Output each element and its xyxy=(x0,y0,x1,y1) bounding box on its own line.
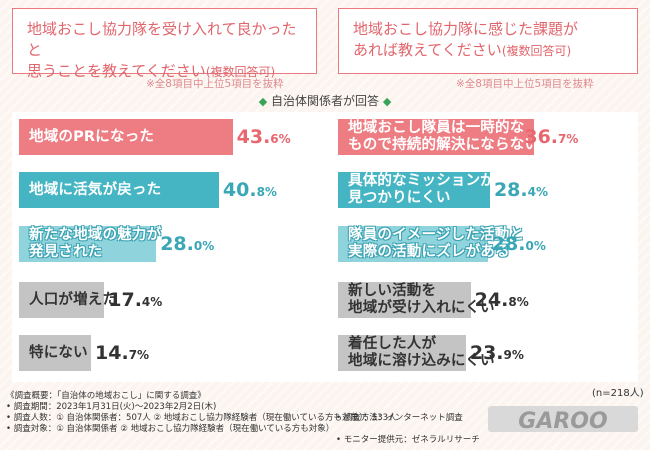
chart1-label-4: 人口が増えた xyxy=(29,291,118,308)
chart2-value-2: 28.4% xyxy=(493,179,548,201)
chart2-bar-5 xyxy=(338,335,466,371)
survey-method: • 調査方法：インターネット調査 xyxy=(336,413,463,423)
left-question-box: 地域おこし協力隊を受け入れて良かったと 思うことを教えてください(複数回答可) xyxy=(12,8,317,80)
survey-period: • 調査期間：2023年1月31日(火)〜2023年2月2日(木) xyxy=(6,402,217,412)
garoo-logo: GAROO xyxy=(488,406,638,434)
chart2-value-1: 36.7% xyxy=(524,126,579,148)
chart2-bar-1 xyxy=(338,119,535,155)
left-note: ※全8項目中上位5項目を抜粋 xyxy=(146,78,284,90)
logo-backdrop xyxy=(488,406,638,432)
sample-size-note: (n=218人) xyxy=(592,388,644,399)
right-question-sub: (複数回答可) xyxy=(501,44,572,58)
survey-target: • 調査対象：① 自治体関係者 ② 地域おこし協力隊経験者（現在働いている方も対… xyxy=(6,424,335,434)
diamond-icon-left: ◆ xyxy=(258,95,268,108)
right-question-box: 地域おこし協力隊に感じた課題が あれば教えてください(複数回答可) xyxy=(338,8,638,74)
chart1-value-4: 17.4% xyxy=(108,289,163,311)
chart2-bar-4 xyxy=(338,282,471,318)
logo-text: GAROO xyxy=(518,409,607,434)
chart2-value-3: 28.0% xyxy=(491,233,546,255)
left-question-sub: (複数回答可) xyxy=(205,65,276,79)
chart2-label-5: 着任した人が 地域に溶け込みにくい xyxy=(348,336,495,369)
left-question-text: 思うことを教えてください xyxy=(27,62,206,80)
respondent-text: 自治体関係者が回答 xyxy=(270,94,379,108)
chart2-label-4: 新しい活動を 地域が受け入れにくい xyxy=(348,283,495,316)
chart1-label-3: 新たな地域の魅力が 発見された xyxy=(29,227,162,260)
right-question-text: あれば教えてください xyxy=(353,41,502,59)
chart2-label-2: 具体的なミッションが 見つかりにくい xyxy=(348,173,495,206)
chart1-bar-2 xyxy=(19,172,219,208)
chart1-label-5: 特にない xyxy=(29,344,88,361)
chart1-value-1: 43.6% xyxy=(236,126,291,148)
chart2-bar-2 xyxy=(338,172,490,208)
chart1-value-2: 40.8% xyxy=(222,179,277,201)
left-question-line1: 地域おこし協力隊を受け入れて良かったと xyxy=(27,20,297,59)
chart2-value-4: 24.8% xyxy=(474,289,529,311)
left-question-line2: 思うことを教えてください(複数回答可) xyxy=(27,61,304,83)
chart1-bar-4 xyxy=(19,282,105,318)
chart1-bar-1 xyxy=(19,119,233,155)
diamond-icon-right: ◆ xyxy=(382,95,392,108)
chart1-value-5: 14.7% xyxy=(95,342,150,364)
respondent-caption: ◆ 自治体関係者が回答 ◆ xyxy=(0,92,650,109)
survey-heading: 《調査概要：「自治体の地域おこし」に関する調査》 xyxy=(6,391,206,401)
chart1-bar-3 xyxy=(19,226,157,262)
survey-count: • 調査人数：① 自治体関係者：507人 ② 地域おこし協力隊経験者（現在働いて… xyxy=(6,413,397,423)
chart1-label-2: 地域に活気が戻った xyxy=(29,181,162,198)
right-question-line1: 地域おこし協力隊に感じた課題が xyxy=(353,20,579,38)
chart2-label-1: 地域おこし隊員は一時的な もので持続的解決にならない xyxy=(348,120,540,153)
right-note: ※全8項目中上位5項目を抜粋 xyxy=(456,78,594,90)
chart2-value-5: 23.9% xyxy=(469,342,524,364)
survey-provider: • モニター提供元：ゼネラルリサーチ xyxy=(336,435,480,445)
chart2-label-3: 隊員のイメージした活動と 実際の活動にズレがある xyxy=(348,227,525,260)
chart1-value-3: 28.0% xyxy=(160,233,215,255)
chart1-bar-5 xyxy=(19,335,92,371)
chart2-bar-3 xyxy=(338,226,488,262)
right-question-line2: あれば教えてください(複数回答可) xyxy=(353,40,625,62)
chart-panel: 地域のPRになった 43.6% 地域に活気が戻った 40.8% 新たな地域の魅力が 発見さ… xyxy=(12,112,638,382)
chart1-label-1: 地域のPRになった xyxy=(29,128,155,145)
